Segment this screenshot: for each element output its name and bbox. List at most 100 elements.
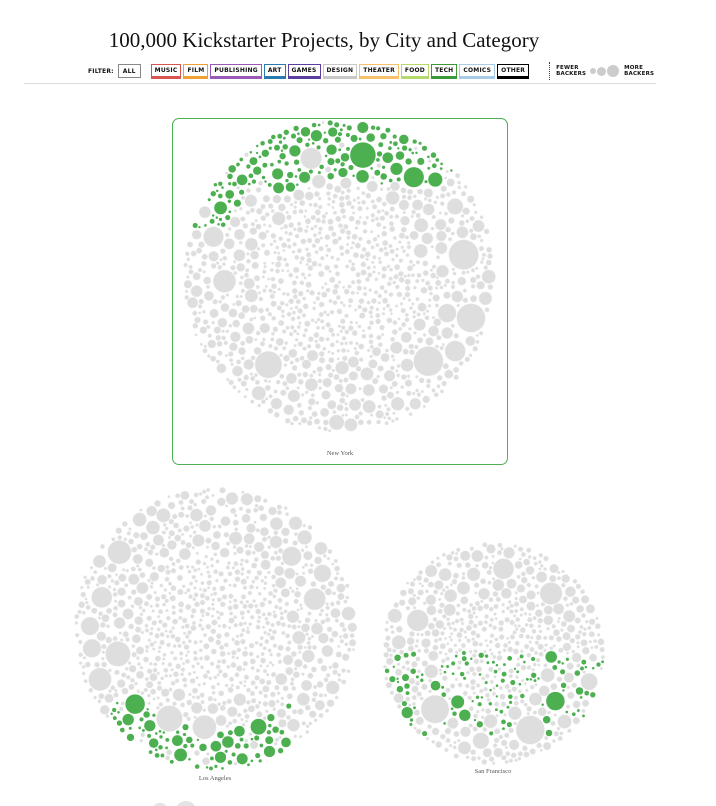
project-bubble[interactable] [216, 363, 227, 374]
project-bubble[interactable] [131, 546, 138, 553]
project-bubble[interactable] [279, 373, 285, 379]
project-bubble[interactable] [327, 218, 334, 225]
project-bubble[interactable] [493, 737, 500, 744]
project-bubble[interactable] [197, 683, 201, 687]
project-bubble[interactable] [421, 660, 429, 667]
project-bubble[interactable] [285, 714, 292, 720]
project-bubble[interactable] [493, 603, 499, 610]
project-bubble-tech[interactable] [451, 710, 458, 717]
project-bubble[interactable] [461, 571, 466, 576]
project-bubble[interactable] [425, 594, 437, 606]
project-bubble[interactable] [259, 513, 268, 522]
project-bubble[interactable] [480, 599, 484, 604]
project-bubble[interactable] [223, 642, 229, 648]
project-bubble[interactable] [481, 758, 488, 765]
project-bubble[interactable] [486, 246, 493, 253]
project-bubble[interactable] [457, 682, 463, 688]
project-bubble-tech[interactable] [215, 215, 219, 220]
project-bubble[interactable] [187, 639, 192, 644]
project-bubble[interactable] [207, 574, 212, 579]
project-bubble[interactable] [283, 195, 292, 203]
project-bubble[interactable] [220, 516, 231, 527]
project-bubble[interactable] [412, 605, 417, 610]
project-bubble[interactable] [232, 385, 237, 390]
project-bubble-tech[interactable] [561, 688, 566, 693]
project-bubble[interactable] [371, 346, 382, 357]
project-bubble[interactable] [494, 701, 500, 707]
project-bubble[interactable] [281, 329, 287, 334]
project-bubble[interactable] [275, 555, 282, 562]
project-bubble[interactable] [544, 735, 549, 741]
project-bubble[interactable] [318, 713, 324, 719]
project-bubble-tech[interactable] [462, 676, 467, 681]
project-bubble[interactable] [195, 523, 199, 527]
project-bubble[interactable] [445, 687, 451, 693]
project-bubble[interactable] [221, 262, 226, 267]
project-bubble[interactable] [411, 199, 424, 211]
project-bubble[interactable] [277, 277, 285, 285]
project-bubble[interactable] [354, 226, 359, 231]
project-bubble[interactable] [405, 581, 410, 585]
project-bubble[interactable] [548, 634, 555, 641]
project-bubble[interactable] [477, 587, 491, 600]
project-bubble[interactable] [297, 619, 302, 624]
project-bubble[interactable] [177, 511, 185, 519]
project-bubble[interactable] [145, 541, 151, 547]
project-bubble[interactable] [130, 566, 137, 572]
project-bubble[interactable] [128, 538, 135, 545]
project-bubble-tech[interactable] [533, 678, 537, 683]
project-bubble[interactable] [436, 374, 443, 381]
project-bubble[interactable] [466, 195, 475, 204]
project-bubble[interactable] [384, 421, 389, 426]
project-bubble[interactable] [348, 259, 352, 264]
project-bubble-tech[interactable] [494, 707, 499, 712]
project-bubble[interactable] [251, 579, 256, 584]
project-bubble[interactable] [562, 596, 568, 602]
project-bubble[interactable] [193, 586, 197, 590]
project-bubble-tech[interactable] [276, 133, 283, 140]
project-bubble[interactable] [336, 333, 340, 337]
project-bubble[interactable] [386, 264, 391, 269]
project-bubble[interactable] [418, 581, 422, 586]
project-bubble[interactable] [141, 608, 146, 613]
project-bubble[interactable] [264, 211, 270, 218]
project-bubble[interactable] [128, 683, 135, 691]
project-bubble[interactable] [222, 255, 228, 261]
project-bubble[interactable] [244, 558, 250, 564]
project-bubble[interactable] [257, 505, 265, 512]
project-bubble[interactable] [260, 578, 265, 583]
project-bubble[interactable] [444, 747, 449, 753]
project-bubble[interactable] [292, 630, 306, 645]
project-bubble[interactable] [353, 308, 358, 312]
project-bubble[interactable] [286, 244, 292, 249]
project-bubble[interactable] [255, 528, 260, 533]
project-bubble[interactable] [202, 270, 206, 274]
project-bubble[interactable] [421, 232, 434, 245]
project-bubble[interactable] [162, 522, 167, 527]
project-bubble[interactable] [127, 661, 132, 666]
project-bubble[interactable] [321, 120, 325, 125]
project-bubble[interactable] [439, 602, 445, 609]
project-bubble[interactable] [152, 534, 165, 546]
project-bubble[interactable] [296, 324, 301, 330]
project-bubble[interactable] [313, 332, 320, 339]
project-bubble[interactable] [81, 664, 86, 669]
project-bubble-tech[interactable] [187, 757, 192, 762]
project-bubble[interactable] [451, 290, 464, 303]
project-bubble[interactable] [168, 629, 173, 634]
project-bubble[interactable] [171, 561, 176, 567]
project-bubble[interactable] [404, 659, 411, 666]
project-bubble[interactable] [504, 759, 509, 764]
project-bubble[interactable] [288, 231, 293, 237]
project-bubble-tech[interactable] [308, 169, 314, 175]
project-bubble[interactable] [367, 272, 373, 278]
project-bubble[interactable] [205, 669, 211, 675]
project-bubble[interactable] [345, 242, 350, 247]
project-bubble[interactable] [262, 269, 267, 275]
project-bubble[interactable] [376, 334, 382, 341]
project-bubble[interactable] [460, 191, 467, 197]
project-bubble[interactable] [217, 317, 228, 328]
project-bubble[interactable] [91, 586, 113, 608]
project-bubble-tech[interactable] [579, 666, 585, 671]
project-bubble[interactable] [297, 624, 301, 629]
